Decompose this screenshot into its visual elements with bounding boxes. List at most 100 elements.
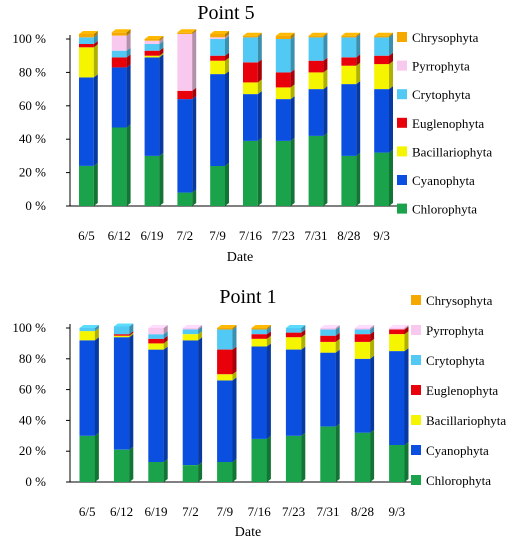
bar-side-bacillariophyta bbox=[266, 335, 271, 347]
bar-segment-chlorophyta bbox=[341, 155, 357, 206]
bar-segment-crytophyta bbox=[341, 37, 357, 58]
bar-segment-crytophyta bbox=[251, 329, 267, 335]
bar-segment-crytophyta bbox=[113, 326, 130, 335]
bar-segment-chrysophyta bbox=[243, 35, 258, 38]
bar-side-cyanophyta bbox=[94, 337, 99, 436]
bar-side-crytophyta bbox=[129, 323, 134, 335]
bar-segment-crytophyta bbox=[182, 329, 199, 335]
bar-side-chlorophyta bbox=[404, 442, 409, 482]
bar-side-crytophyta bbox=[323, 34, 328, 61]
bar-side-cyanophyta bbox=[163, 346, 168, 462]
y-tick-label: 0 % bbox=[25, 198, 46, 213]
bar-segment-bacillariophyta bbox=[251, 338, 267, 347]
bar-segment-euglenophyta bbox=[111, 57, 127, 68]
bar-side-euglenophyta bbox=[290, 69, 295, 88]
bar-side-chrysophyta bbox=[323, 32, 328, 38]
bar-side-pyrrophyta bbox=[163, 325, 168, 335]
legend-swatch-crytophyta bbox=[397, 89, 407, 100]
bar-segment-cyanophyta bbox=[182, 340, 199, 465]
bar-segment-bacillariophyta bbox=[182, 334, 199, 341]
bar-segment-euglenophyta bbox=[354, 334, 371, 342]
bar-segment-chlorophyta bbox=[374, 152, 389, 206]
x-tick-label: 7/16 bbox=[248, 504, 272, 519]
bar-side-cyanophyta bbox=[290, 96, 295, 141]
bar-segment-chrysophyta bbox=[210, 34, 225, 38]
bar-side-bacillariophyta bbox=[290, 84, 295, 100]
bar-segment-chlorophyta bbox=[354, 432, 371, 482]
bar-segment-chlorophyta bbox=[182, 465, 199, 482]
bar-side-bacillariophyta bbox=[225, 57, 229, 75]
bar-segment-bacillariophyta bbox=[374, 64, 389, 90]
bar-side-crytophyta bbox=[163, 331, 168, 339]
bar-segment-cyanophyta bbox=[341, 84, 357, 156]
bar-side-chlorophyta bbox=[356, 152, 361, 206]
x-tick-label: 7/9 bbox=[216, 504, 233, 519]
bar-side-chrysophyta bbox=[290, 32, 295, 39]
x-tick-label: 6/5 bbox=[78, 228, 95, 243]
bar-segment-chrysophyta bbox=[374, 35, 389, 38]
bar-side-euglenophyta bbox=[323, 57, 328, 73]
legend-label-crytophyta: Crytophyta bbox=[426, 353, 485, 368]
bar-side-pyrrophyta bbox=[225, 34, 229, 39]
bar-segment-crytophyta bbox=[285, 328, 302, 333]
bar-side-crytophyta bbox=[94, 325, 99, 332]
bar-side-crytophyta bbox=[356, 34, 361, 58]
bar-segment-euglenophyta bbox=[113, 334, 130, 336]
bar-top bbox=[275, 32, 295, 36]
x-tick-label: 7/9 bbox=[209, 228, 226, 243]
bar-side-pyrrophyta bbox=[370, 325, 375, 330]
bar-side-crytophyta bbox=[257, 34, 262, 63]
bar-top bbox=[217, 325, 237, 328]
bar-side-bacillariophyta bbox=[93, 44, 98, 78]
bar-segment-chrysophyta bbox=[177, 32, 193, 34]
bar-segment-cyanophyta bbox=[210, 74, 225, 166]
bar-side-chlorophyta bbox=[94, 432, 99, 482]
legend-label-euglenophyta: Euglenophyta bbox=[426, 383, 498, 398]
bar-side-chlorophyta bbox=[290, 137, 295, 206]
bar-segment-euglenophyta bbox=[320, 335, 336, 342]
chart-2: Point 1 0 % 20 % 40 % 60 % 80 % 100 % 6/5 6/12 6/… bbox=[12, 286, 506, 540]
bar-segment-pyrrophyta bbox=[144, 40, 160, 44]
bar-segment-cyanophyta bbox=[177, 99, 193, 193]
x-tick-label: 7/2 bbox=[176, 228, 193, 243]
bar-top bbox=[389, 325, 409, 328]
bar-side-bacillariophyta bbox=[198, 331, 203, 341]
bar-segment-chlorophyta bbox=[210, 165, 225, 206]
bar-segment-bacillariophyta bbox=[341, 65, 357, 85]
bar-segment-chrysophyta bbox=[275, 35, 291, 39]
bar-segment-cyanophyta bbox=[374, 89, 389, 153]
legend-swatch-chlorophyta bbox=[411, 475, 421, 485]
bar-side-chrysophyta bbox=[257, 32, 262, 38]
bar-side-pyrrophyta bbox=[335, 325, 340, 330]
bar-segment-cyanophyta bbox=[243, 94, 258, 141]
x-tick-label: 7/16 bbox=[239, 228, 263, 243]
x-tick-label: 7/31 bbox=[304, 228, 327, 243]
bar-segment-bacillariophyta bbox=[113, 335, 130, 338]
bar-side-bacillariophyta bbox=[335, 338, 340, 353]
bar-side-euglenophyta bbox=[163, 335, 168, 344]
bar-segment-chrysophyta bbox=[308, 35, 324, 38]
bar-segment-euglenophyta bbox=[308, 60, 324, 73]
bar-segment-crytophyta bbox=[148, 334, 164, 339]
bar-segment-bacillariophyta bbox=[389, 334, 405, 352]
legend-label-crytophyta: Crytophyta bbox=[412, 87, 471, 102]
bar-segment-crytophyta bbox=[320, 329, 336, 336]
legend-swatch-euglenophyta bbox=[411, 385, 421, 395]
bar-segment-euglenophyta bbox=[79, 44, 94, 48]
bar-segment-crytophyta bbox=[374, 37, 389, 56]
bar-side-cyanophyta bbox=[225, 71, 229, 166]
x-tick-label: 9/3 bbox=[373, 228, 390, 243]
legend-swatch-chlorophyta bbox=[397, 203, 407, 214]
bar-side-chrysophyta bbox=[192, 29, 197, 34]
bar-segment-chrysophyta bbox=[144, 39, 160, 41]
y-tick-label: 60 % bbox=[19, 382, 46, 397]
x-axis-label: Date bbox=[235, 525, 261, 540]
bar-side-crytophyta bbox=[370, 326, 375, 335]
bar-top bbox=[251, 325, 271, 328]
bar-segment-cyanophyta bbox=[285, 349, 302, 436]
chart-title: Point 1 bbox=[219, 286, 276, 308]
x-axis-label: Date bbox=[227, 250, 253, 265]
bar-segment-euglenophyta bbox=[144, 50, 160, 56]
bar-segment-chrysophyta bbox=[217, 328, 233, 330]
bar-side-cyanophyta bbox=[301, 346, 306, 436]
